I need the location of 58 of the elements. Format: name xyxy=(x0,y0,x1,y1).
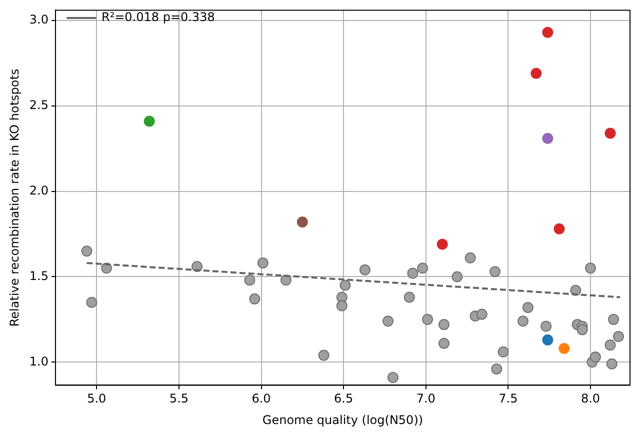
point xyxy=(518,316,528,327)
point xyxy=(452,271,463,282)
point xyxy=(464,252,476,264)
x-tick-label: 6.0 xyxy=(252,392,271,406)
x-tick-label: 7.0 xyxy=(416,392,436,406)
point xyxy=(249,293,260,304)
point xyxy=(86,296,98,308)
x-tick-label: 8.0 xyxy=(580,392,600,406)
y-axis-title: Relative recombination rate in KO hotspots xyxy=(7,68,22,327)
point xyxy=(438,338,450,349)
point xyxy=(407,268,418,279)
point xyxy=(438,319,450,330)
point xyxy=(244,274,256,286)
point xyxy=(542,132,554,144)
point xyxy=(542,26,554,38)
legend-label: R²=0.018 p=0.338 xyxy=(101,10,215,24)
point xyxy=(542,334,554,346)
y-tick-label: 2.5 xyxy=(29,98,48,112)
point xyxy=(436,238,448,250)
point xyxy=(530,68,542,79)
point xyxy=(336,300,348,312)
y-tick-label: 3.0 xyxy=(29,12,48,27)
point xyxy=(604,128,616,139)
y-tick-label: 1.5 xyxy=(29,268,48,283)
x-tick-label: 6.5 xyxy=(334,392,354,406)
point xyxy=(340,280,351,291)
point xyxy=(81,246,92,257)
x-tick-label: 7.5 xyxy=(498,392,518,406)
point xyxy=(554,223,565,234)
point xyxy=(296,216,308,228)
point xyxy=(612,331,624,342)
y-tick-label: 1.0 xyxy=(29,354,48,368)
point xyxy=(498,346,509,358)
point xyxy=(558,342,570,354)
x-axis-title: Genome quality (log(N50)) xyxy=(262,412,424,427)
point xyxy=(422,314,434,325)
point xyxy=(404,292,415,303)
point xyxy=(257,258,268,269)
point xyxy=(584,262,596,274)
point xyxy=(540,320,552,332)
point xyxy=(604,340,616,351)
point xyxy=(476,308,488,320)
point xyxy=(144,116,155,127)
point xyxy=(576,324,588,336)
point xyxy=(606,358,618,370)
point xyxy=(491,363,502,374)
point xyxy=(359,264,370,276)
x-tick-label: 5.5 xyxy=(169,392,188,406)
point xyxy=(417,262,428,274)
x-tick-label: 5.0 xyxy=(87,392,106,406)
point xyxy=(382,316,394,327)
point xyxy=(522,302,534,313)
point xyxy=(608,314,620,325)
y-tick-label: 2.0 xyxy=(29,183,48,198)
point xyxy=(387,372,398,384)
point xyxy=(490,266,501,278)
point xyxy=(318,350,330,361)
point xyxy=(590,352,601,363)
